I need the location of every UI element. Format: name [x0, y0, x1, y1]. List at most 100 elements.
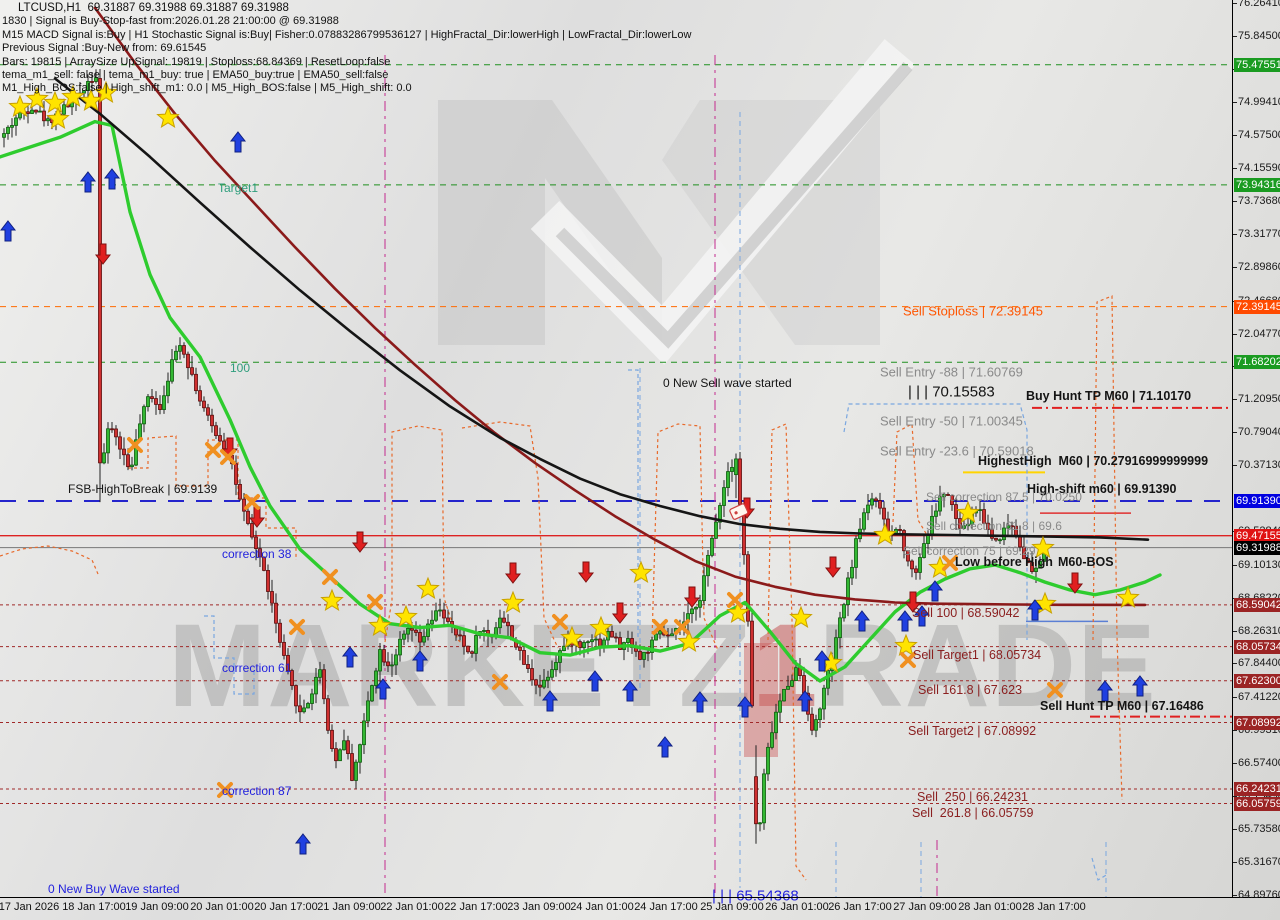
price-tick-label: 67.84400: [1238, 657, 1280, 670]
star-signal-icon: [46, 106, 70, 129]
buy-arrow-icon: [229, 131, 247, 153]
sell-arrow-icon: [577, 561, 595, 583]
price-tick-mark: [1233, 795, 1237, 797]
buy-arrow-icon: [896, 610, 914, 632]
price-flag-icon: [729, 503, 749, 520]
time-tick-label: 22 Jan 01:00: [380, 901, 444, 913]
buy-arrow-icon: [374, 678, 392, 700]
price-tick-mark: [1233, 564, 1237, 566]
price-tick-label: 66.57400: [1238, 757, 1280, 769]
price-tick-mark: [1233, 630, 1237, 632]
price-level-box: 67.62300: [1234, 673, 1280, 688]
watermark-logo: [438, 39, 916, 365]
price-tick-label: 67.41220: [1238, 691, 1280, 704]
price-level-box: 69.47155: [1234, 528, 1280, 543]
buy-arrow-icon: [103, 168, 121, 190]
star-signal-icon: [79, 88, 103, 111]
sell-arrow-icon: [824, 556, 842, 578]
chart-canvas[interactable]: [0, 0, 1232, 897]
time-tick-label: 27 Jan 09:00: [893, 901, 957, 913]
price-tick-mark: [1233, 663, 1237, 665]
buy-arrow-icon: [1096, 680, 1114, 702]
moving-averages: [0, 6, 1162, 683]
price-tick-label: 64.89760: [1238, 888, 1280, 901]
time-tick-label: 28 Jan 17:00: [1022, 901, 1086, 913]
buy-arrow-icon: [621, 680, 639, 702]
exit-cross-icon: [900, 652, 916, 668]
price-tick-label: 75.84500: [1238, 29, 1280, 42]
star-signal-icon: [94, 80, 118, 103]
price-tick-mark: [1233, 730, 1237, 732]
star-signal-icon: [560, 625, 584, 648]
buy-arrow-icon: [1026, 599, 1044, 621]
time-tick-label: 24 Jan 01:00: [570, 901, 634, 913]
price-level-box: 66.24231: [1234, 782, 1280, 797]
price-tick-mark: [1233, 266, 1237, 268]
exit-cross-icon: [652, 619, 668, 635]
star-signal-icon: [416, 576, 440, 599]
time-tick-label: 24 Jan 17:00: [634, 901, 698, 913]
price-level-box: 73.94316: [1234, 177, 1280, 192]
price-tick-label: 69.10130: [1238, 558, 1280, 571]
price-tick-mark: [1233, 894, 1237, 896]
exit-cross-icon: [727, 592, 743, 608]
buy-arrow-icon: [586, 670, 604, 692]
sell-arrow-icon: [94, 243, 112, 265]
price-level-box: 66.05759: [1234, 796, 1280, 811]
star-signal-icon: [8, 94, 32, 117]
star-signal-icon: [726, 600, 750, 623]
price-tick-mark: [1233, 233, 1237, 235]
star-signal-icon: [501, 590, 525, 613]
price-level-box: 67.08992: [1234, 715, 1280, 730]
price-tick-mark: [1233, 861, 1237, 863]
star-signal-icon: [1033, 591, 1057, 614]
price-tick-mark: [1233, 35, 1237, 37]
price-level-box: 69.91390: [1234, 494, 1280, 508]
price-tick-label: 65.31670: [1238, 855, 1280, 868]
price-tick-mark: [1233, 2, 1237, 4]
price-tick-mark: [1233, 201, 1237, 203]
time-tick-label: 26 Jan 01:00: [765, 901, 829, 913]
price-level-box: 68.05734: [1234, 639, 1280, 654]
exit-cross-icon: [552, 614, 568, 630]
indicator-bands: [0, 295, 1123, 881]
time-tick-label: 20 Jan 01:00: [190, 901, 254, 913]
buy-arrow-icon: [411, 650, 429, 672]
exit-cross-icon: [322, 569, 338, 585]
price-level-box: 68.59042: [1234, 597, 1280, 612]
exit-cross-icon: [217, 782, 233, 798]
time-tick-label: 21 Jan 09:00: [317, 901, 381, 913]
price-tick-label: 74.99410: [1238, 96, 1280, 109]
price-tick-label: 70.79040: [1238, 426, 1280, 439]
sell-arrow-icon: [351, 531, 369, 553]
star-signal-icon: [1116, 585, 1140, 608]
buy-arrow-icon: [926, 580, 944, 602]
time-axis[interactable]: 17 Jan 2026 18 Jan 17:00 19 Jan 09:00 20 Ja…: [0, 899, 1280, 919]
star-signal-icon: [61, 84, 85, 107]
price-tick-label: 72.89860: [1238, 260, 1280, 273]
star-signal-icon: [25, 86, 49, 109]
sell-arrow-icon: [504, 562, 522, 584]
buy-arrow-icon: [656, 736, 674, 758]
star-signal-icon: [589, 615, 613, 638]
time-tick-label: 17 Jan 2026: [0, 901, 60, 913]
price-tick-label: 72.04770: [1238, 327, 1280, 340]
exit-cross-icon: [942, 555, 958, 571]
sell-arrow-icon: [683, 586, 701, 608]
ma-maroon: [93, 6, 1147, 607]
price-level-box: 75.47551: [1234, 57, 1280, 72]
ma-black: [53, 77, 1150, 542]
time-tick-label: 28 Jan 01:00: [958, 901, 1022, 913]
price-tick-mark: [1233, 333, 1237, 335]
price-axis[interactable]: 76.2641075.8450075.4259074.9941074.57500…: [1233, 0, 1280, 901]
exit-cross-icon: [244, 494, 260, 510]
signal-markers: [0, 80, 1149, 855]
price-level-box: 71.68202: [1234, 355, 1280, 370]
star-signal-icon: [789, 605, 813, 628]
buy-arrow-icon: [0, 220, 17, 242]
star-signal-icon: [394, 604, 418, 627]
time-tick-label: 20 Jan 17:00: [254, 901, 318, 913]
buy-arrow-icon: [541, 690, 559, 712]
price-tick-label: 68.26310: [1238, 624, 1280, 637]
price-tick-mark: [1233, 399, 1237, 401]
